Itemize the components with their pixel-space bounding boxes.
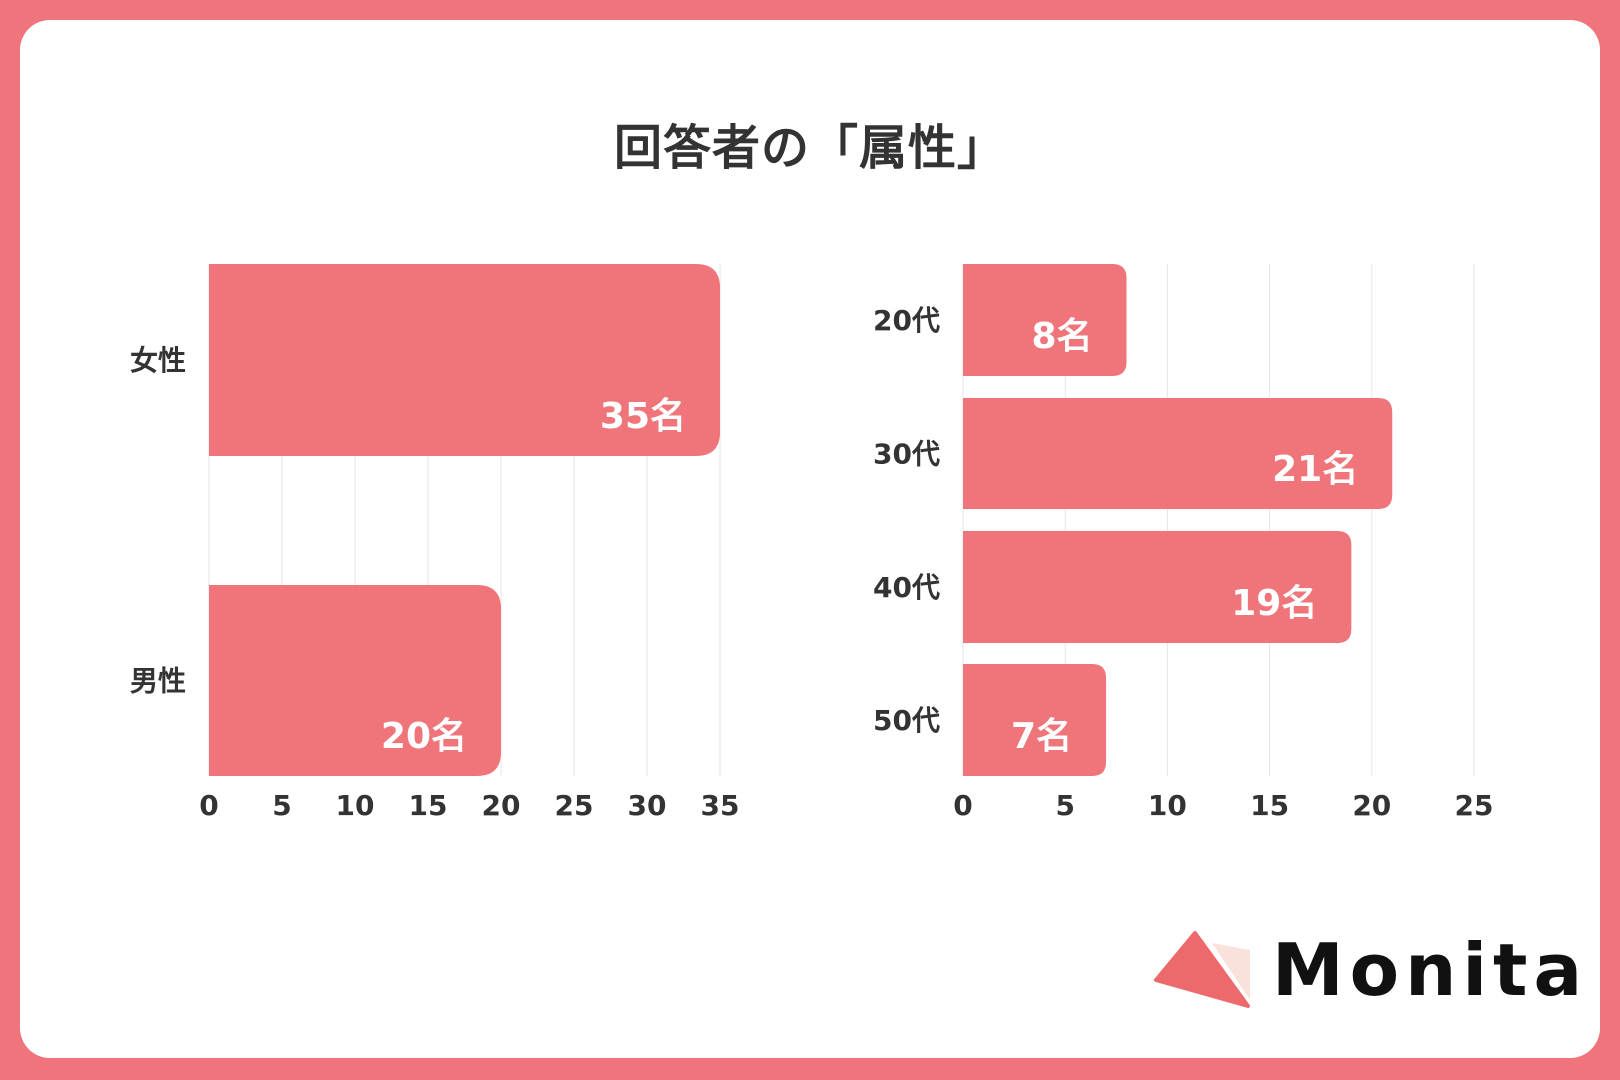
logo-text: Monita [1272, 928, 1589, 1012]
category-label: 40代 [873, 571, 940, 604]
x-tick-label: 25 [1455, 789, 1494, 822]
data-label: 35名 [600, 396, 686, 437]
bar [963, 264, 1127, 376]
data-label: 7名 [1011, 716, 1072, 757]
data-label: 8名 [1031, 316, 1092, 357]
x-tick-label: 20 [1352, 789, 1391, 822]
category-label: 女性 [130, 344, 186, 377]
data-label: 21名 [1272, 449, 1358, 490]
x-tick-label: 30 [628, 789, 667, 822]
x-tick-label: 5 [1055, 789, 1074, 822]
data-label: 20名 [381, 716, 467, 757]
x-tick-label: 5 [272, 789, 291, 822]
x-tick-label: 15 [409, 789, 448, 822]
x-tick-label: 10 [1148, 789, 1187, 822]
x-tick-label: 10 [336, 789, 375, 822]
x-tick-label: 25 [555, 789, 594, 822]
category-label: 50代 [873, 704, 940, 737]
x-tick-label: 15 [1250, 789, 1289, 822]
chart-title: 回答者の「属性」 [613, 120, 1006, 176]
bar [963, 664, 1107, 776]
x-tick-label: 20 [482, 789, 521, 822]
data-label: 19名 [1231, 583, 1317, 624]
bar [209, 585, 501, 776]
x-tick-label: 0 [199, 789, 218, 822]
monita-logo-icon [1154, 931, 1250, 1008]
category-label: 男性 [130, 665, 186, 698]
x-tick-label: 35 [701, 789, 740, 822]
bar [209, 264, 720, 456]
bar [963, 398, 1393, 509]
category-label: 20代 [873, 304, 940, 337]
chart-2: 0 5 10 15 20 25 20代 8名 30代 21名 40代 19名 50代 7名 [873, 264, 1493, 822]
x-tick-label: 0 [953, 789, 972, 822]
category-label: 30代 [873, 438, 940, 471]
bar [963, 531, 1352, 643]
